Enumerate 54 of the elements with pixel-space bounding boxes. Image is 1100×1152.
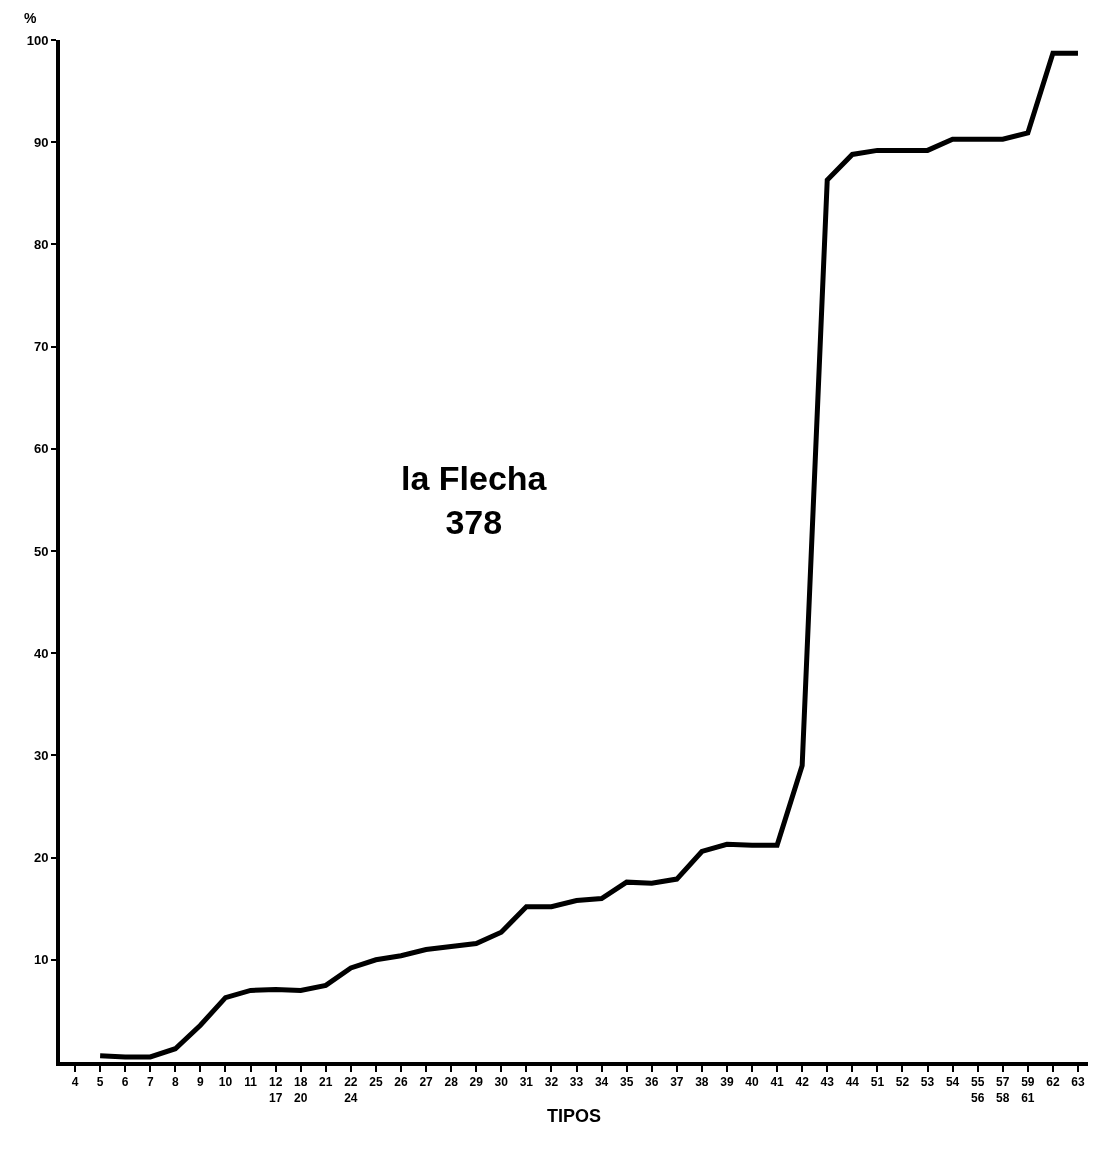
y-axis-title: % — [24, 10, 37, 26]
annotation: la Flecha 378 — [401, 459, 548, 542]
x-tick-label: 27 — [419, 1075, 434, 1090]
x-tick-label: 62 — [1046, 1075, 1060, 1090]
x-tick-label: 12 17 — [268, 1075, 283, 1105]
y-tick-label: 10 — [33, 952, 49, 968]
x-tick-label: 26 — [394, 1075, 408, 1090]
x-tick-label: 59 61 — [1021, 1075, 1035, 1105]
x-tick-label: 53 — [920, 1075, 935, 1090]
x-tick-label: 63 — [1071, 1075, 1085, 1090]
x-tick-label: 7 — [146, 1075, 154, 1090]
x-tick-label: 57 58 — [996, 1075, 1010, 1105]
y-tick-label: 50 — [33, 543, 49, 559]
x-axis-title: TIPOS — [546, 1105, 602, 1126]
y-tick-label: 80 — [33, 236, 49, 252]
x-tick-label: 22 24 — [344, 1075, 358, 1105]
y-tick-label: 20 — [33, 850, 49, 866]
x-tick-label: 30 — [494, 1075, 509, 1090]
x-tick-label: 42 — [795, 1075, 810, 1090]
x-tick-label: 9 — [197, 1075, 205, 1090]
x-tick-label: 21 — [319, 1075, 333, 1090]
x-tick-label: 28 — [444, 1075, 459, 1090]
x-tick-label: 35 — [619, 1075, 634, 1090]
y-tick-label: 100 — [26, 32, 49, 48]
x-tick-label: 4 — [71, 1075, 79, 1090]
x-tick-label: 29 — [469, 1075, 484, 1090]
x-tick-label: 36 — [645, 1075, 659, 1090]
x-tick-label: 38 — [695, 1075, 709, 1090]
x-tick-label: 43 — [820, 1075, 835, 1090]
x-tick-label: 6 — [121, 1075, 129, 1090]
x-tick-label: 39 — [720, 1075, 734, 1090]
x-tick-label: 11 — [244, 1075, 258, 1090]
y-tick-label: 70 — [33, 339, 49, 355]
x-tick-label: 5 — [96, 1075, 104, 1090]
x-tick-label: 44 — [845, 1075, 860, 1090]
x-tick-label: 41 — [770, 1075, 785, 1090]
x-tick-label: 18 20 — [294, 1075, 308, 1105]
x-tick-label: 40 — [745, 1075, 760, 1090]
x-tick-label: 33 — [569, 1075, 584, 1090]
x-tick-label: 54 — [945, 1075, 960, 1090]
x-tick-label: 31 — [519, 1075, 534, 1090]
x-tick-label: 8 — [172, 1075, 179, 1090]
x-tick-label: 10 — [218, 1075, 233, 1090]
x-tick-label: 25 — [369, 1075, 383, 1090]
x-tick-label: 51 — [870, 1075, 885, 1090]
y-tick-label: 60 — [33, 441, 49, 457]
x-tick-label: 52 — [895, 1075, 910, 1090]
y-tick-label: 30 — [33, 747, 49, 763]
x-tick-label: 55 56 — [971, 1075, 985, 1105]
x-tick-label: 32 — [544, 1075, 559, 1090]
x-tick-label: 34 — [594, 1075, 609, 1090]
x-tick-label: 37 — [670, 1075, 684, 1090]
y-tick-label: 90 — [33, 134, 49, 150]
y-tick-label: 40 — [33, 645, 49, 661]
